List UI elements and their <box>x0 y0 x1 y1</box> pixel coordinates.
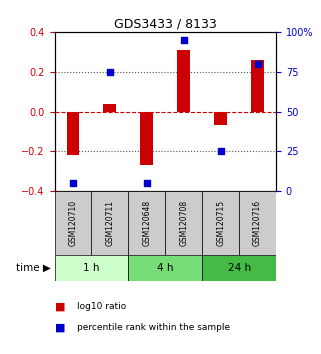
Point <box>144 180 150 186</box>
Text: GSM120710: GSM120710 <box>68 200 78 246</box>
Point <box>71 180 76 186</box>
Bar <box>55 255 128 281</box>
Bar <box>140 112 153 165</box>
Bar <box>66 112 80 155</box>
Text: log10 ratio: log10 ratio <box>77 302 126 311</box>
Bar <box>91 191 128 255</box>
Bar <box>239 191 276 255</box>
Text: time ▶: time ▶ <box>16 263 51 273</box>
Point <box>107 69 113 75</box>
Bar <box>165 191 202 255</box>
Bar <box>128 255 202 281</box>
Text: GSM120715: GSM120715 <box>216 200 225 246</box>
Bar <box>202 191 239 255</box>
Text: ■: ■ <box>55 322 65 332</box>
Bar <box>177 50 190 112</box>
Point <box>181 37 187 42</box>
Text: GSM120708: GSM120708 <box>179 200 188 246</box>
Text: percentile rank within the sample: percentile rank within the sample <box>77 323 230 332</box>
Bar <box>251 60 264 112</box>
Text: 1 h: 1 h <box>83 263 100 273</box>
Title: GDS3433 / 8133: GDS3433 / 8133 <box>114 18 217 31</box>
Text: ■: ■ <box>55 301 65 311</box>
Point <box>255 61 260 67</box>
Bar <box>202 255 276 281</box>
Text: GSM120648: GSM120648 <box>142 200 152 246</box>
Text: 4 h: 4 h <box>157 263 174 273</box>
Bar <box>55 191 91 255</box>
Bar <box>103 103 117 112</box>
Bar <box>128 191 165 255</box>
Text: GSM120716: GSM120716 <box>253 200 262 246</box>
Point <box>218 149 223 154</box>
Text: GSM120711: GSM120711 <box>105 200 115 246</box>
Bar <box>214 112 227 125</box>
Text: 24 h: 24 h <box>228 263 251 273</box>
